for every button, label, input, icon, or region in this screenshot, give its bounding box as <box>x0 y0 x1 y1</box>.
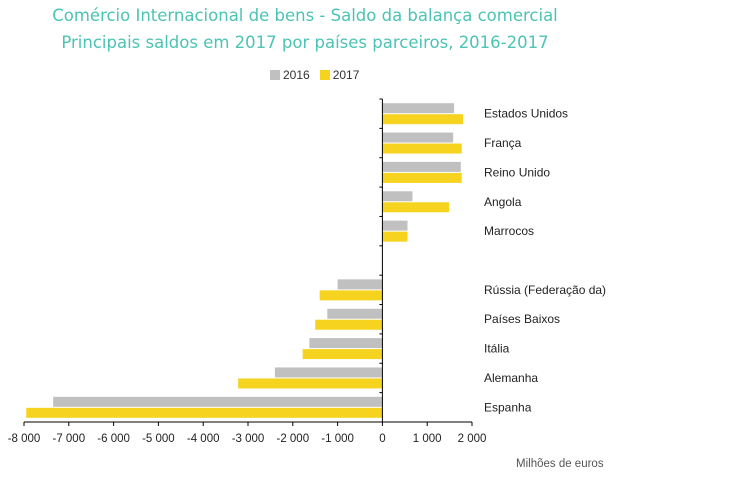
bar-2016-franca <box>382 132 454 143</box>
bar-2017-italia <box>302 349 383 360</box>
bar-2017-reino-unido <box>382 172 462 183</box>
x-tick-label: -8 000 <box>8 433 41 445</box>
legend-item-2016: 2016 <box>270 68 310 82</box>
category-label-estados-unidos: Estados Unidos <box>484 107 568 121</box>
legend-item-2017: 2017 <box>319 68 360 82</box>
bar-2017-russia-federacao-da <box>319 290 383 301</box>
bar-2017-angola <box>382 202 450 213</box>
category-label-franca: França <box>484 136 522 150</box>
bar-2016-alemanha <box>274 367 383 378</box>
bar-2017-estados-unidos <box>382 114 464 125</box>
x-axis-unit-label: Milhões de euros <box>516 458 604 470</box>
x-tick-label: -7 000 <box>52 433 85 445</box>
bar-2016-espanha <box>53 396 383 407</box>
chart-title: Comércio Internacional de bens - Saldo d… <box>52 6 558 25</box>
category-label-espanha: Espanha <box>484 400 532 414</box>
bar-2017-marrocos <box>382 231 408 242</box>
bar-2016-reino-unido <box>382 161 461 172</box>
bar-2016-paises-baixos <box>327 308 383 319</box>
x-tick-label: -2 000 <box>276 433 309 445</box>
bar-2016-angola <box>382 191 413 202</box>
bar-2016-estados-unidos <box>382 103 455 114</box>
x-tick-label: -1 000 <box>321 433 354 445</box>
bar-2017-espanha <box>26 407 383 418</box>
category-label-reino-unido: Reino Unido <box>484 165 550 179</box>
bar-2017-franca <box>382 143 462 154</box>
category-label-marrocos: Marrocos <box>484 224 534 238</box>
category-label-alemanha: Alemanha <box>484 371 538 385</box>
category-label-paises-baixos: Países Baixos <box>484 312 560 326</box>
x-tick-label: -4 000 <box>187 433 220 445</box>
category-label-angola: Angola <box>484 195 522 209</box>
legend-swatch-2017 <box>319 70 330 80</box>
legend-label-2016: 2016 <box>283 68 310 82</box>
x-tick-label: 2 000 <box>458 433 487 445</box>
x-tick-label: 1 000 <box>413 433 442 445</box>
x-tick-label: -6 000 <box>97 433 130 445</box>
bar-2017-alemanha <box>238 378 383 389</box>
legend-swatch-2016 <box>270 70 280 80</box>
category-label-russia-federacao-da: Rússia (Federação da) <box>484 283 606 297</box>
x-tick-label: -3 000 <box>232 433 265 445</box>
bar-2017-paises-baixos <box>315 319 383 330</box>
chart-subtitle: Principais saldos em 2017 por países par… <box>61 33 549 52</box>
x-tick-label: 0 <box>379 433 385 445</box>
category-label-italia: Itália <box>484 342 510 356</box>
bar-2016-italia <box>309 338 383 349</box>
legend: 2016 2017 <box>270 68 365 82</box>
legend-label-2017: 2017 <box>332 68 360 82</box>
x-tick-label: -5 000 <box>142 433 175 445</box>
bar-2016-marrocos <box>382 220 408 231</box>
bar-2016-russia-federacao-da <box>337 279 383 290</box>
